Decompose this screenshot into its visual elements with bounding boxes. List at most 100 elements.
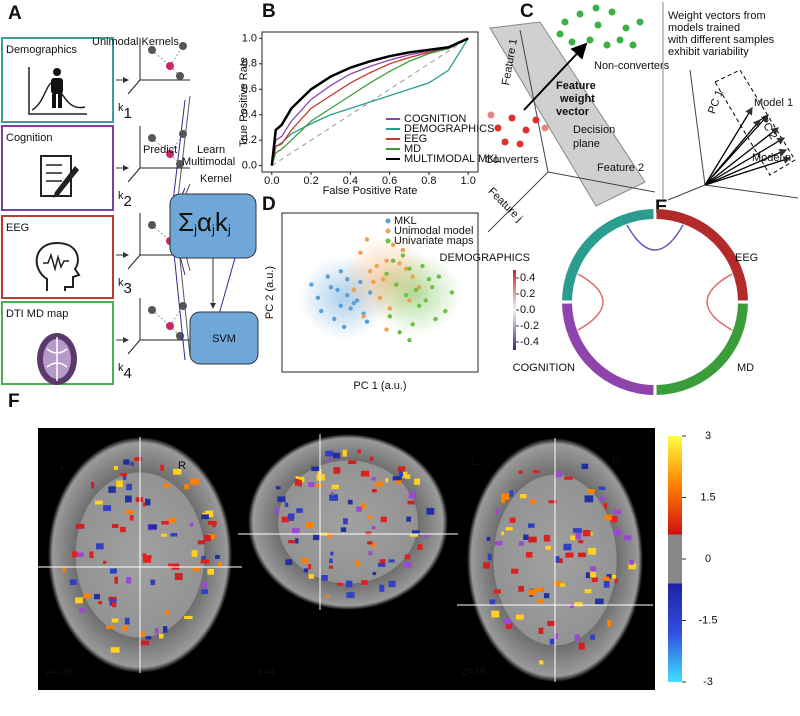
activation-voxel xyxy=(372,572,377,576)
activation-voxel xyxy=(130,461,134,466)
activation-voxel xyxy=(505,527,513,531)
activation-voxel xyxy=(129,515,134,521)
legend-label: MULTIMODAL MKL xyxy=(404,153,501,165)
activation-voxel xyxy=(575,533,582,540)
note-text: models trained xyxy=(668,22,740,34)
activation-voxel xyxy=(411,530,420,536)
kernel-dot xyxy=(176,160,184,168)
activation-voxel xyxy=(555,471,562,478)
white-matter xyxy=(278,460,418,584)
activation-voxel xyxy=(385,478,389,483)
kernel-dot xyxy=(166,150,174,158)
point xyxy=(436,274,441,279)
point xyxy=(345,292,350,298)
activation-voxel xyxy=(369,456,374,461)
point xyxy=(407,298,412,303)
class-dot xyxy=(516,140,524,148)
activation-voxel xyxy=(371,477,376,481)
y-tick-label: 0.2 xyxy=(242,134,257,146)
activation-voxel xyxy=(300,558,309,564)
activation-voxel xyxy=(75,523,85,529)
activation-voxel xyxy=(158,633,164,639)
axis-label: Feature j xyxy=(485,185,524,224)
activation-voxel xyxy=(347,499,353,505)
activation-voxel xyxy=(407,500,415,505)
activation-voxel xyxy=(94,594,100,600)
activation-voxel xyxy=(201,514,209,520)
point xyxy=(400,247,406,253)
icon xyxy=(52,94,56,108)
point xyxy=(417,303,422,308)
colorbar-label: 1.5 xyxy=(700,491,715,503)
kernel-symbol: k xyxy=(118,190,124,202)
modality-label: Cognition xyxy=(6,132,52,144)
activation-voxel xyxy=(98,600,103,605)
vector-label: weight xyxy=(559,93,595,105)
side-label: R xyxy=(612,456,620,468)
activation-voxel xyxy=(173,468,182,475)
activation-voxel xyxy=(547,620,556,626)
activation-voxel xyxy=(532,470,540,474)
activation-voxel xyxy=(162,483,171,488)
point xyxy=(309,282,314,287)
point xyxy=(410,322,415,327)
panel-letter: D xyxy=(262,194,276,215)
pc-box xyxy=(714,69,796,176)
activation-voxel xyxy=(192,567,200,572)
activation-voxel xyxy=(103,505,112,512)
activation-voxel xyxy=(126,577,132,584)
activation-voxel xyxy=(367,515,372,519)
legend-label: EEG xyxy=(404,133,427,145)
activation-voxel xyxy=(201,582,207,589)
colorbar xyxy=(668,436,682,682)
activation-voxel xyxy=(494,589,501,594)
chord-arc xyxy=(656,209,748,301)
kernel-dot xyxy=(176,72,184,80)
activation-voxel xyxy=(103,560,107,564)
activation-voxel xyxy=(215,555,220,559)
activation-voxel xyxy=(374,481,384,487)
activation-voxel xyxy=(603,580,610,588)
activation-voxel xyxy=(356,506,362,512)
activation-voxel xyxy=(294,478,299,486)
point xyxy=(377,295,383,300)
activation-voxel xyxy=(312,534,320,541)
activation-voxel xyxy=(424,534,429,539)
activation-voxel xyxy=(204,510,214,518)
predict-label: Predict xyxy=(143,144,177,156)
activation-voxel xyxy=(360,470,370,477)
modality-label: DTI MD map xyxy=(6,308,68,320)
activation-voxel xyxy=(327,533,333,538)
activation-voxel xyxy=(308,573,315,579)
activation-voxel xyxy=(535,587,544,592)
activation-voxel xyxy=(365,531,372,536)
colorbar-label: -0.2 xyxy=(520,320,539,332)
activation-voxel xyxy=(509,490,514,497)
activation-voxel xyxy=(89,551,94,559)
activation-voxel xyxy=(590,566,597,574)
activation-voxel xyxy=(119,526,126,533)
side-label: L xyxy=(472,456,478,468)
point xyxy=(407,266,412,271)
icon xyxy=(51,78,63,94)
svm-box xyxy=(189,311,259,365)
plane-label: Decision xyxy=(573,124,615,136)
class-dot xyxy=(494,124,502,132)
activation-voxel xyxy=(145,498,151,506)
class-dot xyxy=(586,36,594,44)
activation-voxel xyxy=(296,508,303,513)
activation-voxel xyxy=(518,541,524,546)
class-dot xyxy=(629,41,637,49)
activation-voxel xyxy=(606,574,612,579)
activation-voxel xyxy=(305,522,314,529)
point xyxy=(328,285,334,290)
activation-voxel xyxy=(325,450,334,457)
activation-voxel xyxy=(528,536,537,543)
model-axes xyxy=(667,69,799,201)
activation-voxel xyxy=(139,631,145,637)
activation-voxel xyxy=(170,533,178,537)
activation-voxel xyxy=(160,464,164,472)
activation-voxel xyxy=(501,531,505,536)
activation-voxel xyxy=(125,509,134,514)
activation-voxel xyxy=(122,474,127,480)
